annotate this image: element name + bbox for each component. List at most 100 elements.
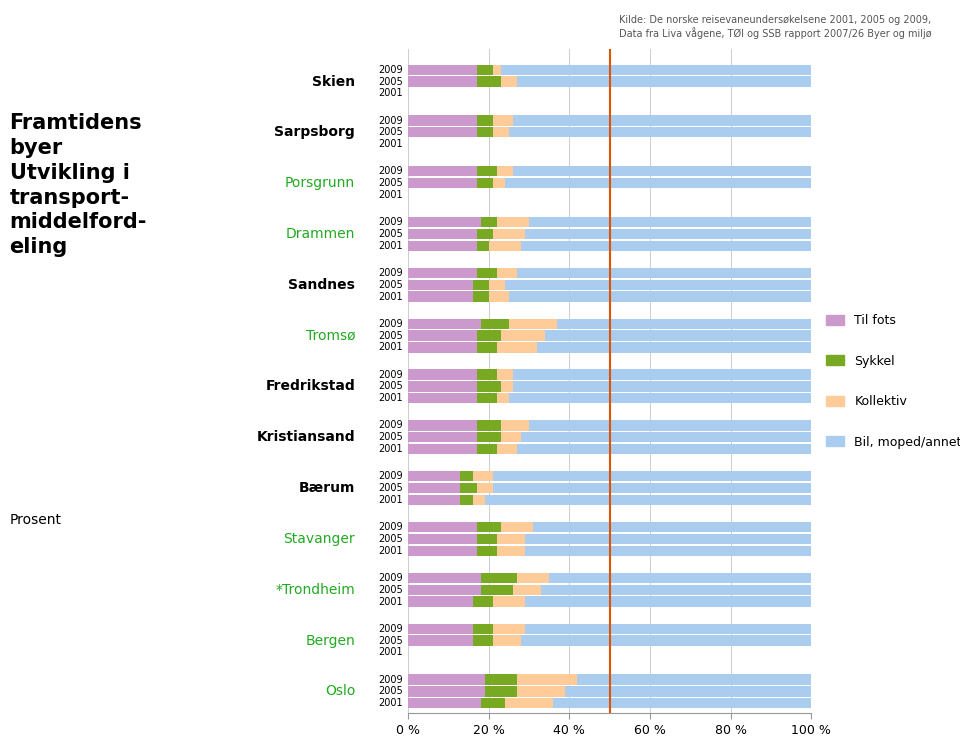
Bar — [476, 393, 496, 403]
Bar — [408, 279, 472, 290]
Text: 2001: 2001 — [378, 444, 403, 454]
Bar — [525, 229, 811, 239]
Text: 2009: 2009 — [378, 65, 403, 75]
Bar — [516, 674, 577, 685]
Bar — [408, 483, 461, 493]
Bar — [408, 64, 476, 75]
Bar — [476, 229, 492, 239]
Text: 2009: 2009 — [378, 319, 403, 328]
Bar — [492, 64, 501, 75]
Text: Fredrikstad: Fredrikstad — [266, 380, 355, 393]
Bar — [492, 127, 509, 137]
Text: Kilde: De norske reisevaneundersøkelsene 2001, 2005 og 2009,
Data fra Liva vågen: Kilde: De norske reisevaneundersøkelsene… — [618, 15, 931, 39]
Bar — [476, 381, 501, 392]
Bar — [501, 522, 533, 532]
Bar — [476, 116, 492, 125]
Text: 2005: 2005 — [378, 636, 403, 646]
Bar — [489, 241, 521, 251]
Text: 2005: 2005 — [378, 433, 403, 442]
Text: Drammen: Drammen — [286, 227, 355, 241]
Text: Skien: Skien — [312, 75, 355, 88]
Bar — [513, 166, 811, 177]
Text: 2005: 2005 — [378, 76, 403, 87]
Bar — [496, 546, 525, 556]
Text: 2009: 2009 — [378, 624, 403, 633]
Text: 2009: 2009 — [378, 116, 403, 125]
Bar — [408, 636, 472, 646]
Bar — [408, 116, 476, 125]
Bar — [496, 268, 516, 278]
Bar — [481, 319, 509, 329]
Bar — [472, 495, 485, 505]
Bar — [516, 444, 811, 455]
Bar — [476, 369, 496, 380]
Bar — [408, 381, 476, 392]
Bar — [513, 369, 811, 380]
Bar — [408, 393, 476, 403]
Bar — [408, 584, 481, 595]
Bar — [496, 166, 513, 177]
Bar — [408, 471, 461, 482]
Bar — [472, 596, 492, 607]
Bar — [476, 241, 489, 251]
Bar — [472, 471, 492, 482]
Text: Oslo: Oslo — [324, 684, 355, 698]
Bar — [537, 342, 811, 353]
Bar — [472, 636, 492, 646]
Bar — [577, 674, 811, 685]
Bar — [408, 522, 476, 532]
Text: 2005: 2005 — [378, 483, 403, 493]
Bar — [496, 342, 537, 353]
Bar — [476, 432, 501, 442]
Bar — [408, 444, 476, 455]
Bar — [525, 596, 811, 607]
Bar — [408, 546, 476, 556]
Bar — [496, 217, 529, 227]
Bar — [408, 229, 476, 239]
Bar — [492, 624, 525, 634]
Bar — [496, 444, 516, 455]
Bar — [408, 342, 476, 353]
Text: 2009: 2009 — [378, 268, 403, 278]
Text: 2009: 2009 — [378, 471, 403, 481]
Bar — [408, 127, 476, 137]
Bar — [509, 291, 811, 302]
Bar — [476, 522, 501, 532]
Bar — [408, 217, 481, 227]
Text: Bærum: Bærum — [299, 481, 355, 495]
Bar — [485, 495, 811, 505]
Bar — [501, 381, 513, 392]
Bar — [485, 674, 516, 685]
Bar — [557, 319, 811, 329]
Bar — [501, 64, 811, 75]
Bar — [481, 584, 513, 595]
Bar — [513, 584, 541, 595]
Bar — [545, 331, 811, 341]
Bar — [476, 534, 496, 544]
Bar — [408, 166, 476, 177]
Bar — [513, 116, 811, 125]
Text: *Trondheim: *Trondheim — [276, 583, 355, 596]
Text: 2001: 2001 — [378, 546, 403, 556]
Text: Bergen: Bergen — [305, 633, 355, 648]
Bar — [505, 698, 553, 708]
Text: 2001: 2001 — [378, 698, 403, 708]
Bar — [408, 421, 476, 430]
Bar — [481, 573, 516, 583]
Text: Kristiansand: Kristiansand — [256, 430, 355, 444]
Bar — [509, 393, 811, 403]
Bar — [513, 381, 811, 392]
Text: 2005: 2005 — [378, 331, 403, 341]
Bar — [476, 342, 496, 353]
Bar — [553, 698, 811, 708]
Bar — [476, 268, 496, 278]
Bar — [565, 686, 811, 697]
Bar — [476, 444, 496, 455]
Bar — [501, 331, 545, 341]
Bar — [408, 241, 476, 251]
Bar — [476, 421, 501, 430]
Bar — [533, 522, 811, 532]
Bar — [529, 217, 811, 227]
Bar — [476, 483, 492, 493]
Bar — [408, 495, 461, 505]
